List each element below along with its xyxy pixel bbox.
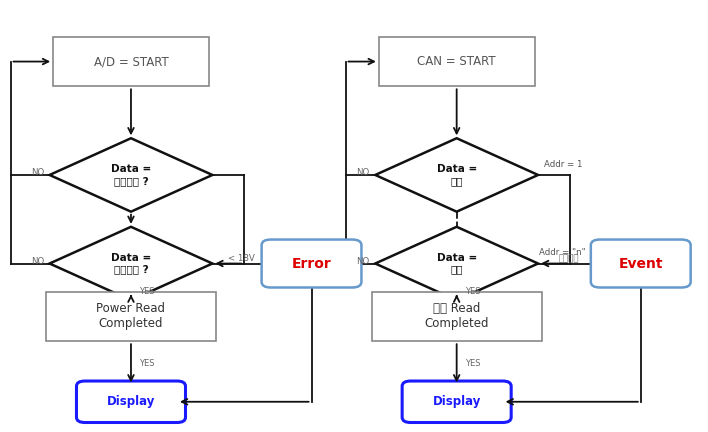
Polygon shape <box>50 138 212 212</box>
Text: 응답누기: 응답누기 <box>559 254 579 263</box>
FancyBboxPatch shape <box>46 292 216 341</box>
Polygon shape <box>50 227 212 300</box>
Text: Display: Display <box>433 395 481 408</box>
Text: Power Read
Completed: Power Read Completed <box>96 302 166 330</box>
FancyBboxPatch shape <box>53 37 209 86</box>
Text: NO: NO <box>30 257 44 266</box>
Text: Display: Display <box>107 395 155 408</box>
FancyBboxPatch shape <box>262 239 361 288</box>
FancyBboxPatch shape <box>372 292 542 341</box>
FancyBboxPatch shape <box>379 37 535 86</box>
FancyBboxPatch shape <box>590 239 691 288</box>
Text: Addr = 1: Addr = 1 <box>544 160 582 168</box>
FancyBboxPatch shape <box>76 381 185 422</box>
Text: < 18V: < 18V <box>228 254 255 263</box>
Text: Error: Error <box>292 257 331 270</box>
Text: NO: NO <box>30 168 44 177</box>
Polygon shape <box>375 227 538 300</box>
Text: Data =
중량: Data = 중량 <box>437 253 476 274</box>
Text: YES: YES <box>139 359 155 368</box>
Text: YES: YES <box>465 359 481 368</box>
Text: Data =
중량: Data = 중량 <box>437 164 476 186</box>
Text: A/D = START: A/D = START <box>93 55 169 68</box>
Text: CAN = START: CAN = START <box>417 55 496 68</box>
Text: YES: YES <box>139 287 155 296</box>
Text: Addr = "n": Addr = "n" <box>539 248 586 257</box>
Text: 중량 Read
Completed: 중량 Read Completed <box>424 302 489 330</box>
Text: Data =
예비전원 ?: Data = 예비전원 ? <box>111 253 151 274</box>
Text: YES: YES <box>465 287 481 296</box>
FancyBboxPatch shape <box>402 381 511 422</box>
Text: Event: Event <box>619 257 663 270</box>
Text: Data =
메인전원 ?: Data = 메인전원 ? <box>111 164 151 186</box>
Polygon shape <box>375 138 538 212</box>
Text: NO: NO <box>356 168 370 177</box>
Text: NO: NO <box>356 257 370 266</box>
